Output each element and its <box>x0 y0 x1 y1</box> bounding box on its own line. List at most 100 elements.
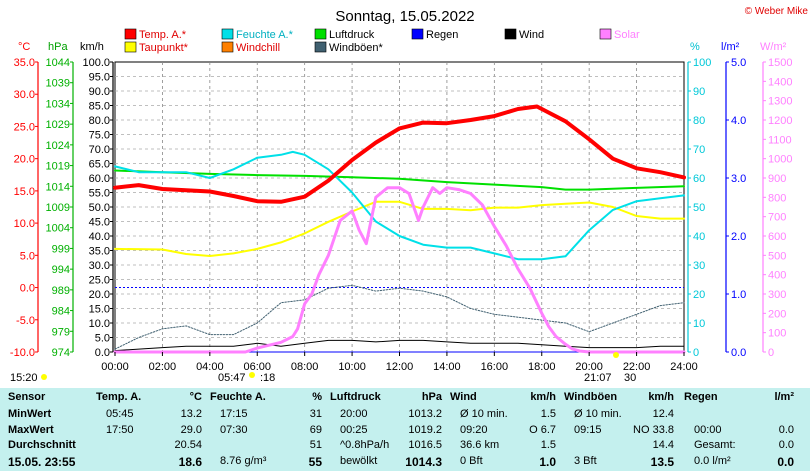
axis-tick-label-solar_wm2: 700 <box>768 212 786 224</box>
axis-tick-label-wind_kmh: 100.0 <box>82 57 110 69</box>
temp-unit: °C <box>189 391 202 403</box>
temp-row-2-value: 20.54 <box>174 439 202 451</box>
series-feuchte-a <box>114 150 685 261</box>
x-tick-label: 02:00 <box>149 361 177 373</box>
temp-header: Temp. A. <box>96 391 142 403</box>
legend-swatch-3 <box>411 28 424 40</box>
axis-tick-label-solar_wm2: 1000 <box>768 154 792 166</box>
moon-left-label: :18 <box>260 372 275 384</box>
axis-tick-label-wind_kmh: 30.0 <box>89 260 110 272</box>
legend-swatch-2 <box>314 28 327 40</box>
axis-tick-label-pressure_hpa: 1014 <box>46 181 70 193</box>
temp-row-0-label: 05:45 <box>106 408 134 420</box>
axis-tick-label-wind_kmh: 35.0 <box>89 246 110 258</box>
gusts-row-1-label: 09:15 <box>574 424 602 436</box>
temp-row-3-value: 18.6 <box>178 455 202 469</box>
humidity-row-0-label: 17:15 <box>220 408 248 420</box>
axis-tick-label-solar_wm2: 1400 <box>768 76 792 88</box>
axis-tick-label-pressure_hpa: 984 <box>52 306 70 318</box>
series-temp-a <box>113 104 686 204</box>
col-humidity: Feuchte A.% 17:15 31 07:30 69 51 8.76 g/m³ 55 <box>206 388 322 471</box>
wind-header: Wind <box>450 391 477 403</box>
col-pressure: Luftdruck hPa 20:00 1013.2 00:25 1019.2 ^0.8hP… <box>326 388 442 471</box>
axis-tick-label-pressure_hpa: 1029 <box>46 119 70 131</box>
wind-row-1-value: O 6.7 <box>529 424 556 436</box>
legend-swatch-1 <box>221 28 234 40</box>
chart-title: Sonntag, 15.05.2022 <box>335 8 474 25</box>
axis-tick-label-solar_wm2: 400 <box>768 270 786 282</box>
legend-label-1: Feuchte A.* <box>236 29 294 41</box>
series-solar <box>113 186 686 354</box>
axis-tick-label-solar_wm2: 1100 <box>768 134 792 146</box>
humidity-row-3-label: 8.76 g/m³ <box>220 455 267 467</box>
axis-tick-label-rain_lm2: 5.0 <box>731 57 746 69</box>
axis-tick-label-wind_kmh: 15.0 <box>89 304 110 316</box>
legend-label-2: Luftdruck <box>329 29 375 41</box>
col-sensor: Sensor MinWert MaxWert Durchschnitt 15.0… <box>0 388 90 471</box>
axis-unit-temp: °C <box>18 41 30 53</box>
pressure-row-2-label: ^0.8hPa/h <box>340 439 390 451</box>
pressure-header: Luftdruck <box>330 391 381 403</box>
axis-tick-label-wind_kmh: 85.0 <box>89 101 110 113</box>
axis-tick-label-solar_wm2: 1300 <box>768 96 792 108</box>
axis-tick-label-solar_wm2: 300 <box>768 289 786 301</box>
wind-row-1-label: 09:20 <box>460 424 488 436</box>
x-tick-label: 16:00 <box>481 361 509 373</box>
axis-tick-label-humidity_pct: 60 <box>693 173 705 185</box>
axis-tick-label-temp_c: 20.0 <box>14 154 35 166</box>
axis-tick-label-pressure_hpa: 999 <box>52 243 70 255</box>
axis-tick-label-wind_kmh: 5.0 <box>95 333 110 345</box>
pressure-unit: hPa <box>421 391 442 403</box>
axis-tick-label-humidity_pct: 0 <box>693 347 699 359</box>
temp-row-0-value: 13.2 <box>180 408 202 420</box>
rain-row-1-label: 00:00 <box>694 424 722 436</box>
axis-tick-label-wind_kmh: 20.0 <box>89 289 110 301</box>
humidity-row-2-value: 51 <box>309 439 322 451</box>
temp-row-1-label: 17:50 <box>106 424 134 436</box>
axis-tick-label-wind_kmh: 40.0 <box>89 231 110 243</box>
col-wind: Wind km/h Ø 10 min. 1.5 09:20 O 6.7 36.6 km 1.5… <box>446 388 556 471</box>
sunset-sun-icon <box>613 352 619 358</box>
axis-tick-label-solar_wm2: 100 <box>768 328 786 340</box>
axis-tick-label-temp_c: 0.0 <box>20 283 35 295</box>
pressure-row-0-label: 20:00 <box>340 408 368 420</box>
axis-tick-label-temp_c: 25.0 <box>14 121 35 133</box>
axis-tick-label-rain_lm2: 0.0 <box>731 347 746 359</box>
axis-tick-label-pressure_hpa: 1034 <box>46 98 70 110</box>
legend-label-5: Solar <box>614 29 640 41</box>
x-tick-label: 12:00 <box>386 361 414 373</box>
x-ticks: 00:00 02:00 04:00 06:00 08:00 10:00 12:00 14:00… <box>101 352 698 373</box>
sensor-header: Sensor <box>8 391 46 403</box>
col-rain: Regen l/m² 00:00 0.0 Gesamt: 0.0 0.0 l/m² 0.0 <box>680 388 794 471</box>
humidity-row-0-value: 31 <box>309 408 322 420</box>
axis-tick-label-rain_lm2: 4.0 <box>731 115 746 127</box>
legend-label-4: Wind <box>519 29 544 41</box>
legend-label-0: Temp. A.* <box>139 29 187 41</box>
wind-row-2-value: 1.5 <box>540 439 556 451</box>
humidity-row-1-label: 07:30 <box>220 424 248 436</box>
axis-unit-rain: l/m² <box>721 41 740 53</box>
pressure-row-1-value: 1019.2 <box>408 424 442 436</box>
axis-tick-label-humidity_pct: 20 <box>693 289 705 301</box>
axis-tick-label-solar_wm2: 600 <box>768 231 786 243</box>
rain-row-2-label: Gesamt: <box>694 439 736 451</box>
axis-tick-label-wind_kmh: 45.0 <box>89 217 110 229</box>
pressure-row-1-label: 00:25 <box>340 424 368 436</box>
humidity-row-3-value: 55 <box>308 455 322 469</box>
legend-label-6: Taupunkt* <box>139 42 189 54</box>
axis-tick-label-temp_c: 35.0 <box>14 57 35 69</box>
axis-tick-label-solar_wm2: 1200 <box>768 115 792 127</box>
axis-tick-label-humidity_pct: 40 <box>693 231 705 243</box>
wind-row-2-label: 36.6 km <box>460 439 500 451</box>
axis-tick-label-humidity_pct: 10 <box>693 318 705 330</box>
wind-row-3-label: 0 Bft <box>460 455 483 467</box>
series-wind <box>114 339 685 352</box>
axis-tick-label-wind_kmh: 65.0 <box>89 159 110 171</box>
row-label-current: 15.05. 23:55 <box>8 455 76 469</box>
temp-row-1-value: 29.0 <box>180 424 202 436</box>
axis-tick-label-temp_c: 5.0 <box>20 250 35 262</box>
axis-unit-pressure: hPa <box>48 41 68 53</box>
axis-tick-label-solar_wm2: 200 <box>768 308 786 320</box>
axis-tick-label-temp_c: 15.0 <box>14 186 35 198</box>
wind-row-3-value: 1.0 <box>539 455 556 469</box>
